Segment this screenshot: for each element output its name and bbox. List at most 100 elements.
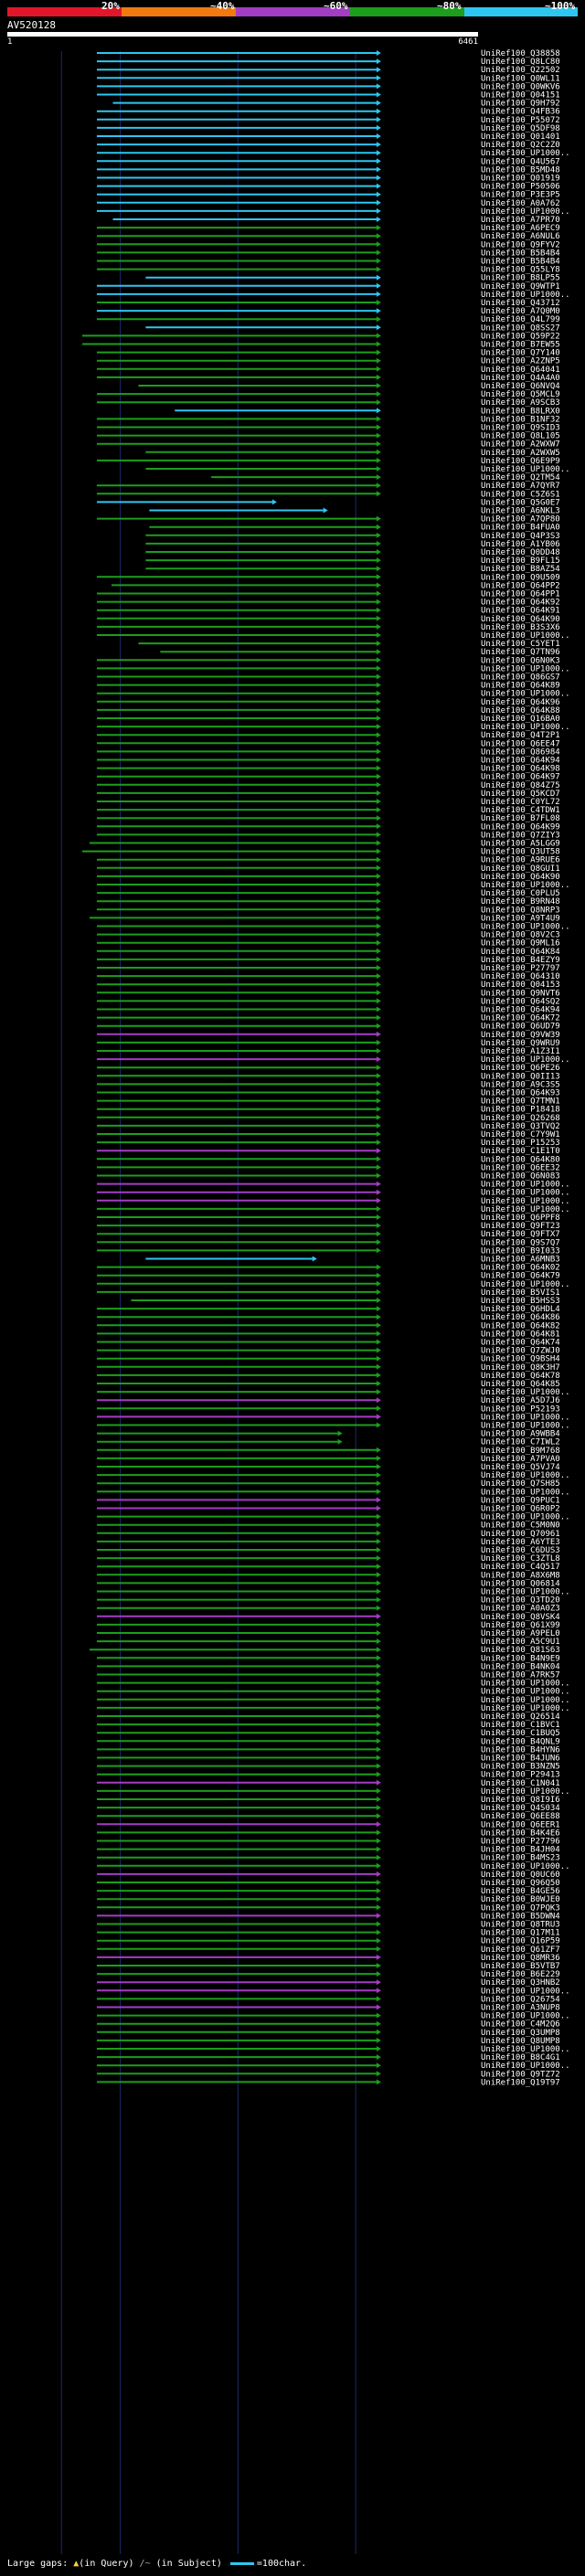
hit-row[interactable]: UniRef100_Q6PPF8 (96, 1214, 560, 1223)
hit-label[interactable]: UniRef100_UP1000.. (481, 1680, 570, 1689)
hit-row[interactable]: UniRef100_B7FL08 (96, 814, 560, 823)
hit-label[interactable]: UniRef100_Q6EE32 (481, 1163, 560, 1172)
hit-label[interactable]: UniRef100_Q2TM54 (481, 473, 560, 482)
hit-row[interactable]: UniRef100_Q6EE47 (96, 739, 560, 748)
hit-label[interactable]: UniRef100_B0WJE0 (481, 1895, 560, 1904)
hit-row[interactable]: UniRef100_P52193 (96, 1405, 560, 1414)
hit-row[interactable]: UniRef100_B4MS23 (96, 1854, 560, 1863)
hit-row[interactable]: UniRef100_UP1000.. (96, 1513, 570, 1522)
hit-row[interactable]: UniRef100_A6PEC9 (96, 224, 560, 233)
hit-label[interactable]: UniRef100_B7FL08 (481, 814, 560, 823)
hit-label[interactable]: UniRef100_A8X6M8 (481, 1571, 560, 1580)
hit-row[interactable]: UniRef100_A7RK57 (96, 1671, 560, 1680)
hit-row[interactable]: UniRef100_UP1000.. (96, 1588, 570, 1597)
hit-label[interactable]: UniRef100_B4N9E9 (481, 1654, 560, 1663)
hit-row[interactable]: UniRef100_Q0II13 (96, 1072, 560, 1081)
hit-row[interactable]: UniRef100_Q9NVT6 (96, 989, 560, 998)
hit-label[interactable]: UniRef100_Q64K84 (481, 948, 560, 957)
hit-row[interactable]: UniRef100_UP1000.. (96, 1696, 570, 1705)
hit-label[interactable]: UniRef100_A6YTE3 (481, 1538, 560, 1547)
hit-row[interactable]: UniRef100_Q8UMP8 (96, 2037, 560, 2046)
hit-row[interactable]: UniRef100_B5DWN4 (96, 1912, 560, 1921)
hit-label[interactable]: UniRef100_UP1000.. (481, 1862, 570, 1871)
hit-row[interactable]: UniRef100_Q64K90 (96, 873, 560, 882)
hit-row[interactable]: UniRef100_Q86984 (96, 747, 560, 757)
hit-label[interactable]: UniRef100_Q7ZWJ0 (481, 1347, 560, 1356)
hit-label[interactable]: UniRef100_UP1000.. (481, 1189, 570, 1198)
hit-label[interactable]: UniRef100_Q86984 (481, 747, 560, 757)
hit-label[interactable]: UniRef100_A9PEL0 (481, 1629, 560, 1638)
hit-label[interactable]: UniRef100_Q9SID3 (481, 424, 560, 433)
hit-row[interactable]: UniRef100_Q9WTP1 (96, 282, 560, 292)
hit-row[interactable]: UniRef100_Q55LY8 (96, 266, 560, 275)
hit-label[interactable]: UniRef100_Q9PUC1 (481, 1496, 560, 1505)
hit-label[interactable]: UniRef100_Q96Q50 (481, 1879, 560, 1888)
hit-row[interactable]: UniRef100_Q8V2C3 (96, 931, 560, 940)
hit-label[interactable]: UniRef100_C3ZTL8 (481, 1554, 560, 1564)
hit-row[interactable]: UniRef100_B0WJE0 (96, 1895, 560, 1904)
hit-label[interactable]: UniRef100_B4QNL9 (481, 1737, 560, 1746)
hit-row[interactable]: UniRef100_Q2TM54 (211, 473, 560, 482)
hit-label[interactable]: UniRef100_UP1000.. (481, 2045, 570, 2054)
hit-label[interactable]: UniRef100_Q5G0E7 (481, 498, 560, 507)
hit-label[interactable]: UniRef100_Q8L105 (481, 432, 560, 441)
hit-label[interactable]: UniRef100_C5Z6S1 (481, 490, 560, 499)
hit-row[interactable]: UniRef100_Q26754 (96, 1995, 560, 2004)
hit-row[interactable]: UniRef100_Q7TN96 (160, 648, 560, 657)
hit-row[interactable]: UniRef100_Q8SS27 (145, 323, 560, 333)
hit-label[interactable]: UniRef100_B4GE56 (481, 1887, 560, 1896)
hit-row[interactable]: UniRef100_B8C4G1 (96, 2053, 560, 2062)
hit-label[interactable]: UniRef100_Q01401 (481, 133, 560, 142)
hit-row[interactable]: UniRef100_Q9S7Q7 (96, 1238, 560, 1247)
hit-row[interactable]: UniRef100_Q4T2P1 (96, 731, 560, 740)
hit-row[interactable]: UniRef100_Q6R0P2 (96, 1505, 560, 1514)
hit-label[interactable]: UniRef100_A0A762 (481, 199, 560, 208)
hit-label[interactable]: UniRef100_UP1000.. (481, 1280, 570, 1289)
hit-label[interactable]: UniRef100_Q26754 (481, 1995, 560, 2004)
hit-label[interactable]: UniRef100_C1N041 (481, 1779, 560, 1788)
hit-row[interactable]: UniRef100_Q16BA0 (96, 715, 560, 724)
hit-label[interactable]: UniRef100_B5MD48 (481, 165, 560, 175)
hit-row[interactable]: UniRef100_P29413 (96, 1771, 560, 1780)
hit-label[interactable]: UniRef100_A7PR70 (481, 216, 560, 225)
hit-row[interactable]: UniRef100_Q7PQK3 (96, 1903, 560, 1913)
hit-label[interactable]: UniRef100_Q8SS27 (481, 323, 560, 333)
hit-label[interactable]: UniRef100_Q8TRU3 (481, 1921, 560, 1930)
hit-row[interactable]: UniRef100_Q01401 (96, 133, 560, 142)
hit-label[interactable]: UniRef100_A0A0Z3 (481, 1605, 560, 1614)
hit-label[interactable]: UniRef100_UP1000.. (481, 1471, 570, 1480)
hit-row[interactable]: UniRef100_Q4U567 (96, 157, 560, 166)
hit-label[interactable]: UniRef100_A5D7J6 (481, 1396, 560, 1405)
hit-row[interactable]: UniRef100_Q19T97 (96, 2078, 560, 2087)
hit-row[interactable]: UniRef100_Q64K94 (96, 1006, 560, 1015)
hit-row[interactable]: UniRef100_Q2C2Z0 (96, 141, 560, 150)
hit-row[interactable]: UniRef100_Q6NVQ4 (138, 382, 560, 391)
hit-row[interactable]: UniRef100_Q64K90 (96, 615, 560, 624)
hit-row[interactable]: UniRef100_B3NZN5 (96, 1763, 560, 1772)
hit-label[interactable]: UniRef100_B5DWN4 (481, 1912, 560, 1921)
hit-row[interactable]: UniRef100_A6MNB3 (145, 1256, 560, 1265)
hit-row[interactable]: UniRef100_Q64K80 (96, 1155, 560, 1164)
hit-row[interactable]: UniRef100_Q64K91 (96, 607, 560, 616)
hit-label[interactable]: UniRef100_Q17M11 (481, 1929, 560, 1938)
hit-label[interactable]: UniRef100_Q64K81 (481, 1330, 560, 1339)
hit-row[interactable]: UniRef100_B9M768 (96, 1447, 560, 1456)
hit-label[interactable]: UniRef100_Q38858 (481, 49, 560, 58)
hit-label[interactable]: UniRef100_UP1000.. (481, 690, 570, 699)
hit-row[interactable]: UniRef100_B5VIS1 (96, 1288, 560, 1298)
hit-label[interactable]: UniRef100_UP1000.. (481, 1197, 570, 1206)
hit-row[interactable]: UniRef100_Q8LC80 (96, 58, 560, 67)
hit-row[interactable]: UniRef100_Q16P59 (96, 1937, 560, 1946)
hit-row[interactable]: UniRef100_UP1000.. (96, 1987, 570, 1996)
hit-row[interactable]: UniRef100_Q64K82 (96, 1321, 560, 1330)
hit-label[interactable]: UniRef100_Q0II13 (481, 1072, 560, 1081)
hit-row[interactable]: UniRef100_UP1000.. (96, 149, 570, 158)
hit-label[interactable]: UniRef100_UP1000.. (481, 664, 570, 673)
hit-row[interactable]: UniRef100_Q8L105 (96, 432, 560, 441)
hit-row[interactable]: UniRef100_C1E1T0 (96, 1147, 560, 1156)
hit-label[interactable]: UniRef100_Q64K78 (481, 1372, 560, 1381)
hit-row[interactable]: UniRef100_A9PEL0 (96, 1629, 560, 1638)
hit-label[interactable]: UniRef100_Q3UT58 (481, 848, 560, 857)
hit-label[interactable]: UniRef100_Q9WRU9 (481, 1039, 560, 1048)
hit-label[interactable]: UniRef100_Q9S7Q7 (481, 1238, 560, 1247)
